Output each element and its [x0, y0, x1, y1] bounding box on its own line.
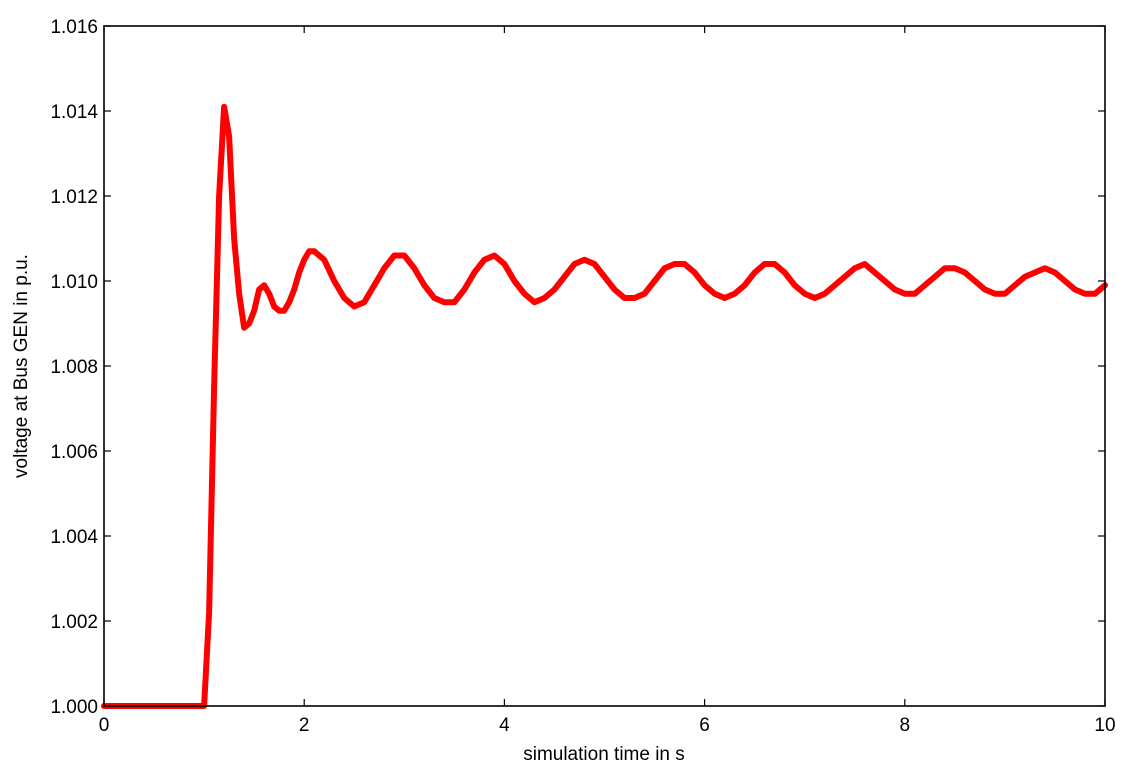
- plot-frame: [103, 25, 1106, 707]
- x-tick-label: 4: [499, 715, 510, 736]
- x-axis-label: simulation time in s: [523, 744, 685, 765]
- y-tick-label: 1.008: [50, 357, 98, 378]
- x-axis-tick-labels: 0 2 4 6 8 10: [99, 715, 1116, 736]
- x-tick-label: 10: [1094, 715, 1115, 736]
- plot-background: [104, 26, 1105, 706]
- y-axis-label: voltage at Bus GEN in p.u.: [11, 254, 32, 478]
- x-tick-label: 2: [299, 715, 310, 736]
- series-layer: [101, 103, 1108, 709]
- y-tick-label: 1.006: [50, 442, 98, 463]
- y-tick-label: 1.000: [50, 697, 98, 718]
- x-tick-label: 0: [99, 715, 110, 736]
- y-tick-label: 1.010: [50, 272, 98, 293]
- y-tick-label: 1.002: [50, 612, 98, 633]
- y-axis-tick-labels: 1.000 1.002 1.004 1.006 1.008 1.010 1.012 1.014…: [50, 17, 98, 718]
- x-tick-label: 8: [900, 715, 911, 736]
- x-tick-label: 6: [699, 715, 710, 736]
- y-tick-label: 1.016: [50, 17, 98, 38]
- y-tick-label: 1.014: [50, 102, 98, 123]
- y-tick-label: 1.004: [50, 527, 98, 548]
- y-tick-label: 1.012: [50, 187, 98, 208]
- voltage-series-line: [101, 103, 1108, 709]
